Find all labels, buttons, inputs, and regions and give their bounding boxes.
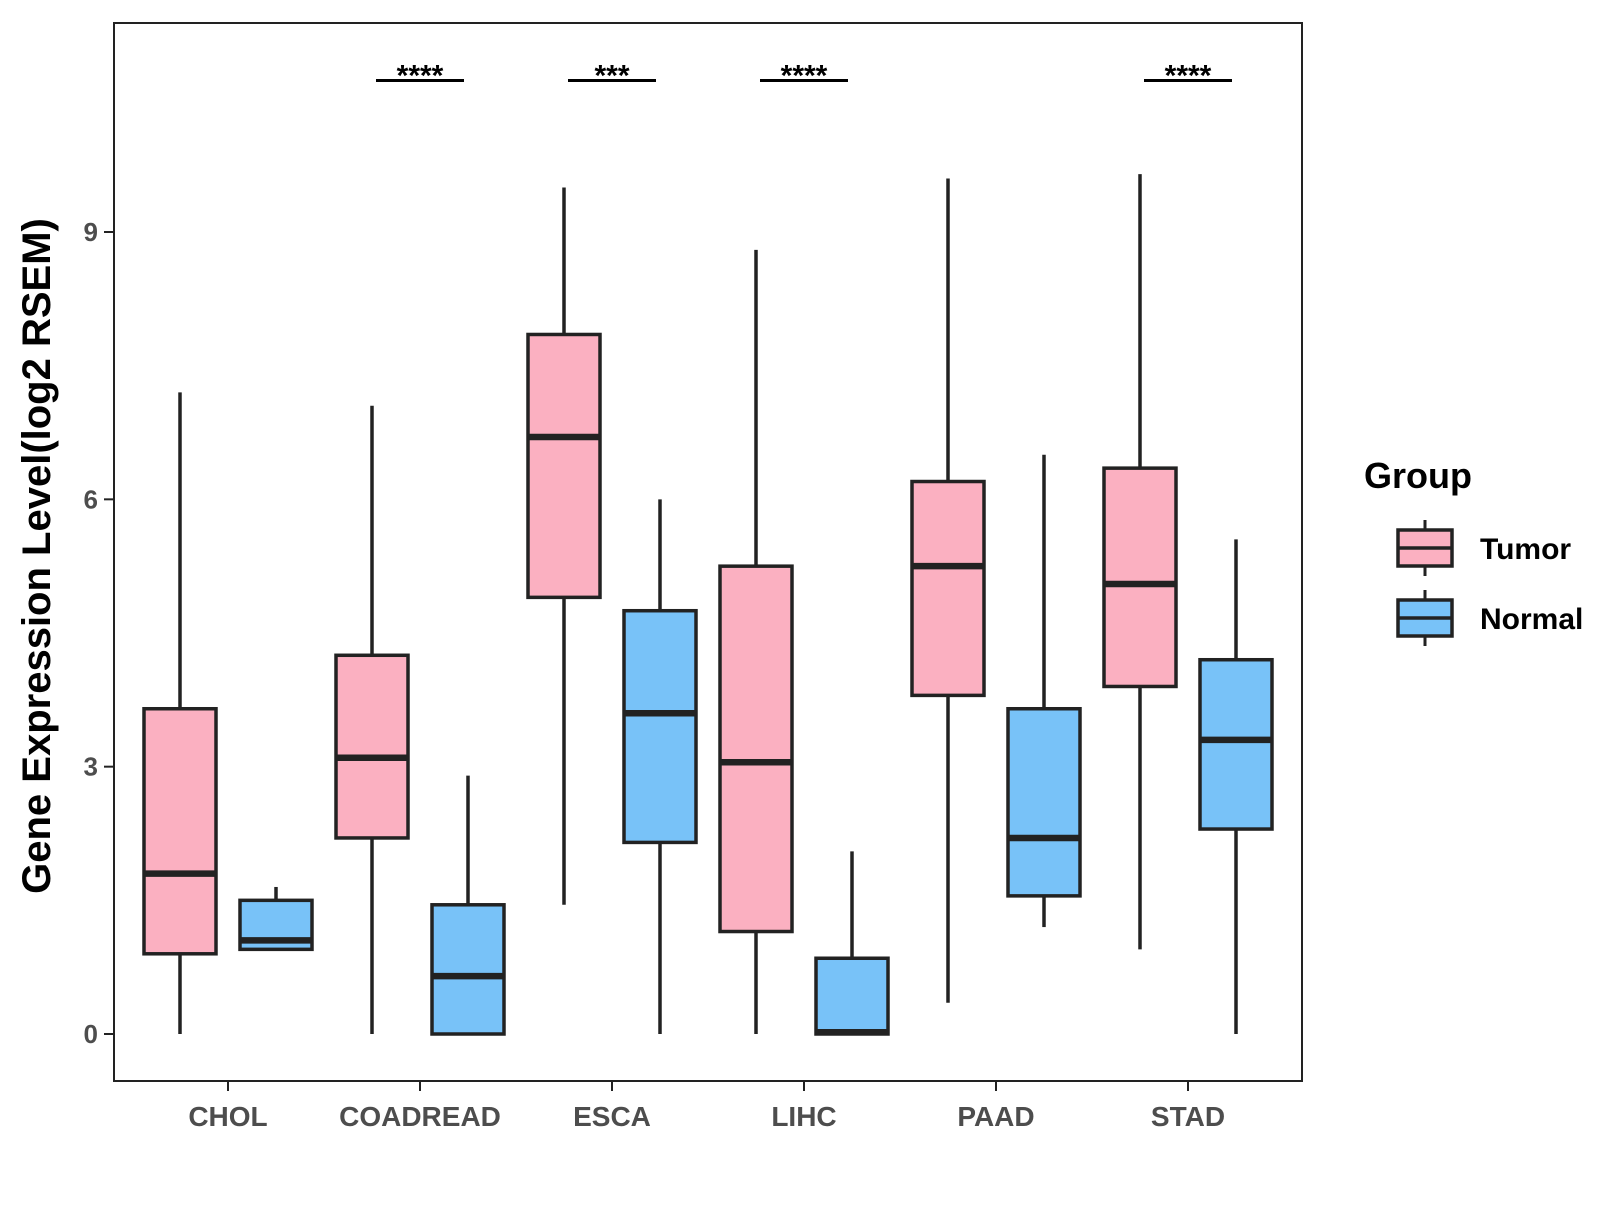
- x-tick-label: STAD: [1151, 1101, 1225, 1132]
- significance-label: ****: [781, 60, 828, 93]
- box-normal-coadread: [430, 775, 506, 1036]
- legend-items: Tumor Normal: [1396, 520, 1583, 646]
- significance-stad: ****: [1144, 60, 1232, 93]
- box-normal-stad: [1198, 539, 1274, 1034]
- legend-title: Group: [1364, 455, 1472, 496]
- significance-esca: ***: [568, 60, 656, 93]
- y-axis: 0 3 6 9: [84, 217, 114, 1049]
- box-tumor-lihc: [718, 249, 794, 1034]
- significance-label: ****: [1165, 60, 1212, 93]
- y-tick-label: 3: [84, 752, 98, 782]
- box-normal-lihc: [814, 851, 890, 1036]
- plot-panel-border: [113, 22, 1303, 1082]
- box-normal-paad: [1006, 454, 1082, 928]
- box-tumor-esca: [526, 187, 602, 905]
- box-tumor-chol: [142, 392, 218, 1034]
- plot-panel: [113, 22, 1303, 1082]
- x-axis: CHOL COADREAD ESCA LIHC PAAD STAD: [188, 1081, 1225, 1132]
- x-tick-label: ESCA: [573, 1101, 651, 1132]
- box-iqr: [334, 653, 410, 840]
- box-normal-chol: [238, 886, 314, 952]
- box-series: [142, 174, 1274, 1036]
- y-axis-title: Gene Expression Level(log2 RSEM): [15, 218, 59, 894]
- x-tick-label: LIHC: [771, 1101, 836, 1132]
- significance-annotations: **** *** **** ****: [376, 60, 1232, 93]
- y-tick-label: 9: [84, 217, 98, 247]
- box-iqr: [1006, 706, 1082, 898]
- significance-label: ***: [594, 60, 629, 93]
- box-tumor-paad: [910, 178, 986, 1003]
- significance-lihc: ****: [760, 60, 848, 93]
- significance-coadread: ****: [376, 60, 464, 93]
- box-tumor-stad: [1102, 174, 1178, 950]
- legend-label: Tumor: [1480, 533, 1571, 566]
- series-tumor: [142, 174, 1178, 1034]
- y-tick-label: 6: [84, 484, 98, 514]
- box-iqr: [1198, 657, 1274, 831]
- box-iqr: [430, 903, 506, 1036]
- box-iqr: [718, 564, 794, 934]
- box-iqr: [814, 956, 890, 1036]
- y-tick-label: 0: [84, 1019, 98, 1049]
- box-iqr: [910, 479, 986, 698]
- legend-label: Normal: [1480, 603, 1583, 636]
- legend-item-tumor: Tumor: [1396, 520, 1571, 576]
- x-tick-label: CHOL: [188, 1101, 267, 1132]
- legend: Group Tumor Normal: [1364, 455, 1583, 646]
- box-iqr: [622, 608, 698, 845]
- box-normal-esca: [622, 499, 698, 1034]
- series-normal: [238, 454, 1274, 1036]
- box-iqr: [526, 332, 602, 600]
- x-tick-label: COADREAD: [339, 1101, 501, 1132]
- x-tick-label: PAAD: [957, 1101, 1034, 1132]
- box-tumor-coadread: [334, 405, 410, 1034]
- significance-label: ****: [397, 60, 444, 93]
- box-iqr: [142, 706, 218, 956]
- legend-item-normal: Normal: [1396, 590, 1583, 646]
- box-iqr: [1102, 466, 1178, 689]
